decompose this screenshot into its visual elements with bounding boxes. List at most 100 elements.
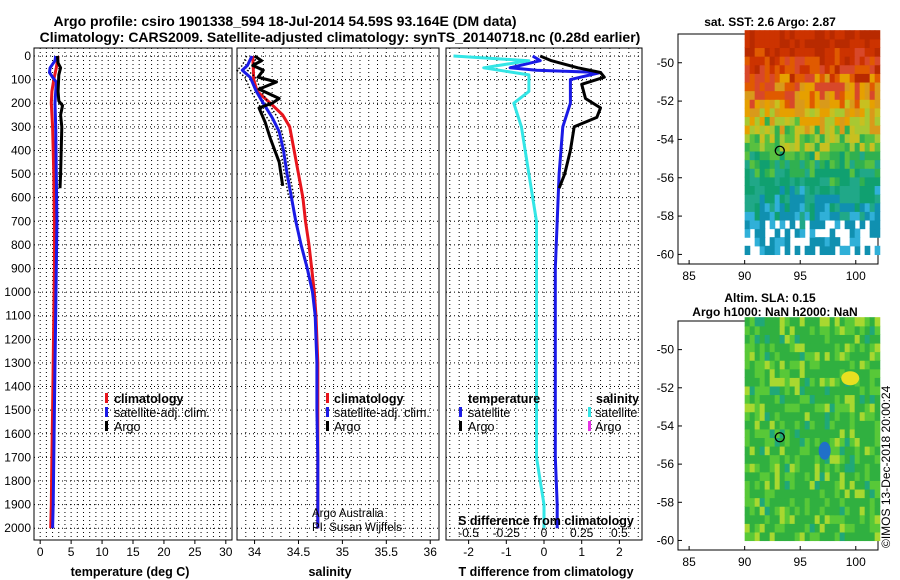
map-cell	[844, 176, 851, 187]
map-cell	[774, 90, 781, 100]
map-cell	[819, 159, 826, 169]
map-cell	[759, 445, 766, 456]
map-cell	[769, 403, 776, 413]
map-cell	[749, 159, 756, 169]
depth-tick-label: 1300	[4, 356, 31, 370]
legend-label-s-argo: Argo	[595, 420, 621, 434]
depth-tick-label: 500	[11, 167, 31, 181]
map-cell	[844, 454, 851, 464]
map-cell	[864, 351, 871, 361]
lat-tick-label: -56	[657, 457, 675, 471]
map-cell	[774, 47, 781, 57]
map-cell	[864, 377, 871, 387]
map-cell	[789, 531, 796, 542]
map-cell	[784, 90, 791, 100]
map-cell	[844, 99, 851, 109]
map-cell	[859, 107, 866, 118]
map-cell	[864, 497, 871, 507]
map-cell	[839, 394, 846, 404]
map-cell	[814, 150, 821, 161]
map-cell	[754, 81, 761, 92]
map-cell	[829, 142, 836, 152]
map-cell	[779, 471, 786, 481]
map-cell	[789, 368, 796, 378]
legend-swatch-climatology	[326, 393, 329, 403]
map-cell	[844, 445, 851, 456]
map-cell	[814, 351, 821, 361]
map-cell	[824, 38, 831, 49]
map-cell	[819, 506, 826, 516]
map-cell	[799, 523, 806, 533]
map-cell	[759, 107, 766, 118]
map-cell	[859, 38, 866, 49]
map-cell	[874, 73, 881, 83]
lon-tick-label: 90	[738, 269, 752, 283]
map-cell	[874, 150, 881, 161]
map-cell	[854, 176, 861, 187]
map-cell	[859, 420, 866, 430]
map-cell	[834, 125, 841, 135]
map-cell	[749, 377, 756, 387]
map-cell	[759, 385, 766, 396]
map-cell	[764, 471, 771, 481]
map-cell	[854, 237, 861, 247]
map-cell	[784, 437, 791, 447]
map-cell	[864, 342, 871, 353]
map-cell	[764, 64, 771, 74]
map-cell	[854, 142, 861, 152]
map-cell	[814, 237, 821, 247]
map-cell	[764, 454, 771, 464]
map-cell	[769, 194, 776, 204]
map-cell	[759, 480, 766, 490]
map-cell	[819, 64, 826, 74]
map-cell	[814, 514, 821, 524]
depth-tick-label: 400	[11, 143, 31, 157]
map-cell	[844, 81, 851, 92]
map-cell	[789, 360, 796, 370]
map-cell	[874, 394, 881, 404]
map-cell	[769, 531, 776, 542]
map-cell	[849, 325, 856, 335]
map-cell	[784, 185, 791, 195]
map-cell	[809, 211, 816, 221]
map-cell	[844, 47, 851, 57]
map-cell	[869, 185, 876, 195]
map-cell	[844, 325, 851, 335]
depth-tick-label: 300	[11, 120, 31, 134]
map-cell	[819, 351, 826, 361]
map-cell	[754, 142, 761, 152]
map-cell	[834, 445, 841, 456]
map-cell	[824, 454, 831, 464]
map-cell	[829, 437, 836, 447]
map-cell	[834, 342, 841, 353]
map-cell	[764, 38, 771, 49]
map-cell	[784, 497, 791, 507]
map-cell	[794, 480, 801, 490]
map-cell	[779, 317, 786, 327]
map-cell	[764, 202, 771, 212]
map-cell	[774, 30, 781, 40]
map-cell	[839, 506, 846, 516]
map-cell	[834, 480, 841, 490]
map-cell	[754, 159, 761, 169]
map-cell	[869, 107, 876, 118]
map-cell	[819, 168, 826, 178]
map-cell	[749, 514, 756, 524]
map-cell	[839, 403, 846, 413]
map-cell	[759, 125, 766, 135]
map-cell	[819, 394, 826, 404]
map-cell	[869, 30, 876, 40]
map-cell	[754, 368, 761, 378]
map-cell	[874, 360, 881, 370]
map-cell	[779, 73, 786, 83]
map-cell	[839, 411, 846, 421]
map-cell	[779, 133, 786, 143]
map-cell	[834, 317, 841, 327]
map-cell	[799, 377, 806, 387]
map-cell	[774, 463, 781, 473]
map-cell	[834, 90, 841, 100]
map-cell	[849, 471, 856, 481]
map-cell	[854, 531, 861, 542]
map-cell	[819, 403, 826, 413]
map-cell	[769, 471, 776, 481]
